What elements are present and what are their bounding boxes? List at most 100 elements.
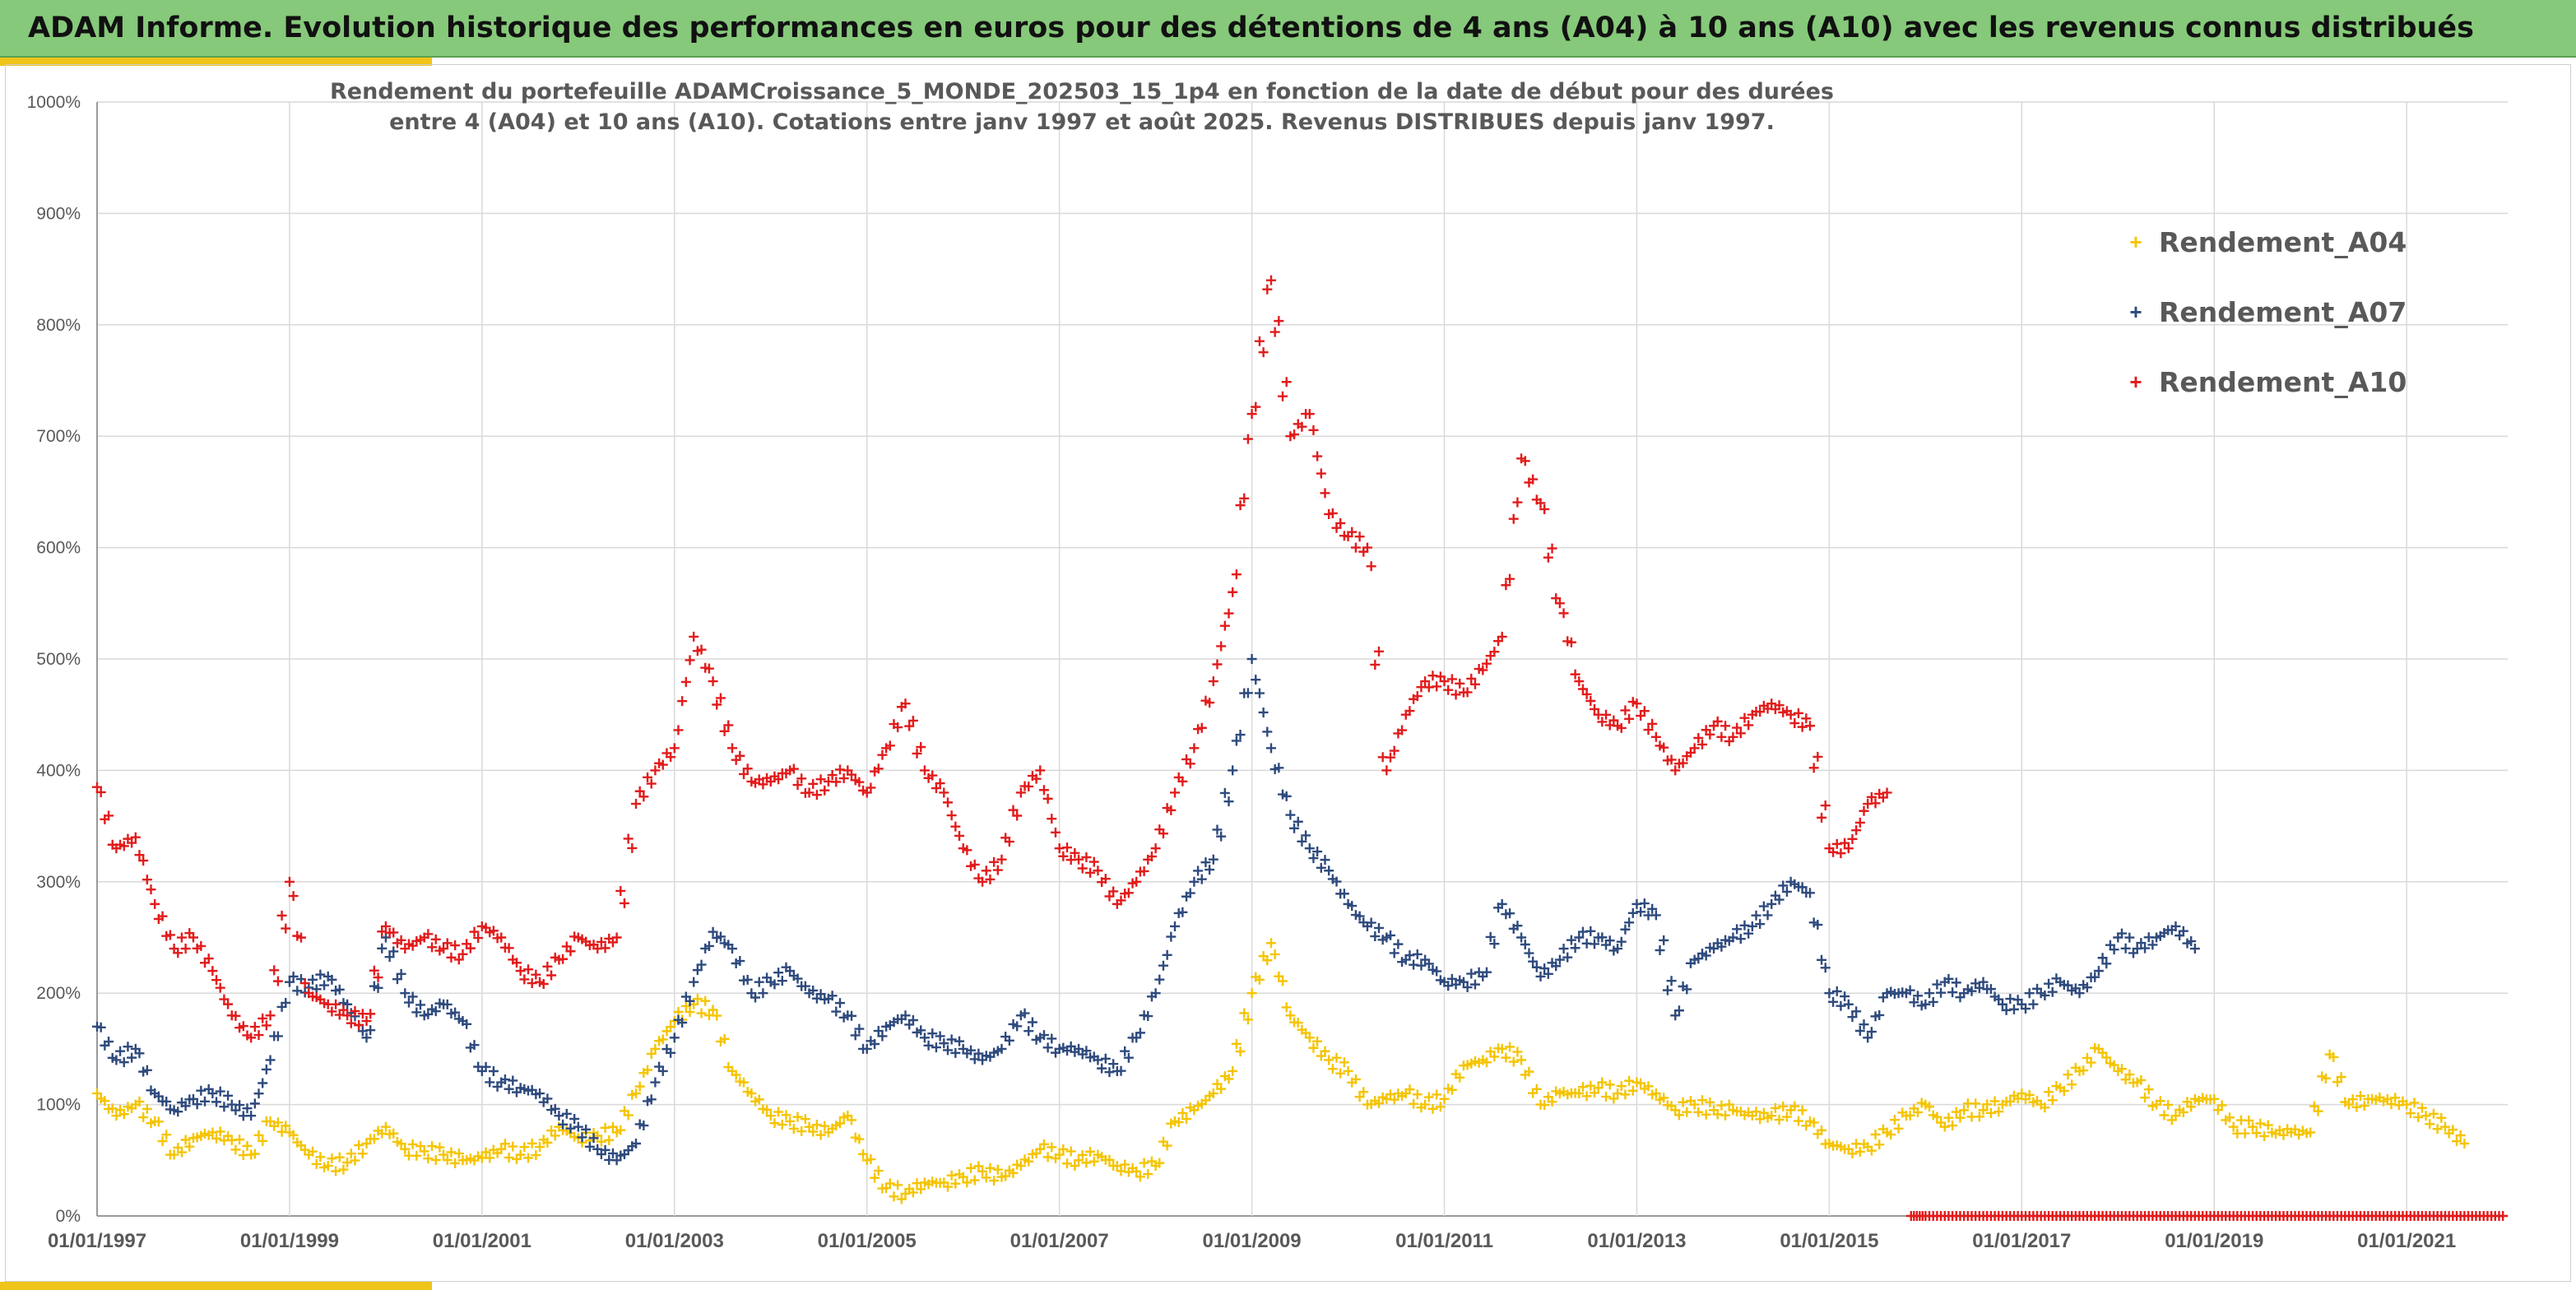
x-tick-label: 01/01/2015 — [1780, 1230, 1878, 1252]
data-point — [1104, 891, 1115, 902]
data-point — [1851, 825, 1862, 836]
data-point — [284, 876, 295, 887]
data-point — [1308, 425, 1319, 435]
data-point — [2024, 988, 2035, 999]
data-point — [2101, 958, 2112, 969]
data-point — [1462, 687, 1473, 698]
data-point — [1196, 874, 1207, 884]
data-point — [969, 859, 980, 870]
data-point — [396, 1139, 406, 1149]
data-point — [758, 988, 768, 999]
data-point — [550, 1130, 560, 1141]
data-point — [485, 1077, 495, 1088]
data-point — [1335, 517, 1346, 528]
data-point — [942, 1045, 953, 1056]
data-point — [623, 1110, 634, 1121]
data-point — [1724, 1099, 1734, 1110]
data-point — [319, 980, 330, 991]
data-point — [669, 743, 680, 754]
data-point — [573, 1121, 583, 1132]
data-point — [631, 799, 642, 810]
data-point — [515, 966, 526, 977]
data-point — [1820, 800, 1831, 811]
data-point — [184, 1141, 195, 1152]
data-point — [288, 1130, 299, 1140]
data-point — [457, 949, 468, 959]
data-point — [1154, 1158, 1165, 1168]
data-point — [1339, 1057, 1349, 1068]
data-point — [504, 1153, 514, 1163]
data-point — [1604, 935, 1615, 946]
data-point — [954, 1036, 965, 1046]
data-point — [1216, 641, 1227, 652]
data-point — [1970, 1098, 1981, 1109]
data-point — [1905, 1110, 1915, 1121]
data-point — [873, 763, 884, 774]
data-point — [161, 1096, 172, 1107]
data-point — [1627, 1085, 1638, 1096]
data-point — [773, 1107, 784, 1117]
data-point — [473, 933, 484, 944]
data-point — [2413, 1111, 2424, 1122]
data-point — [1385, 752, 1396, 763]
data-point — [1131, 876, 1142, 887]
data-point — [1047, 1142, 1057, 1153]
data-point — [1570, 943, 1580, 954]
data-point — [1154, 974, 1165, 985]
data-point — [1831, 986, 1842, 996]
data-point — [292, 986, 303, 996]
data-point — [1847, 833, 1858, 844]
data-point — [1639, 706, 1650, 717]
data-point — [1516, 932, 1527, 943]
data-point — [1231, 1038, 1242, 1049]
data-point — [1446, 674, 1457, 684]
data-point — [242, 1140, 253, 1151]
y-tick-label: 900% — [36, 204, 81, 223]
data-point — [2182, 1097, 2193, 1107]
data-point — [1146, 851, 1157, 862]
data-point — [1789, 1101, 1800, 1111]
data-point — [819, 1121, 830, 1131]
data-point — [1455, 1072, 1465, 1083]
data-point — [230, 1105, 241, 1116]
data-point — [192, 1099, 202, 1110]
data-point — [1535, 498, 1546, 508]
data-point — [565, 946, 576, 957]
data-point — [1528, 474, 1539, 485]
data-point — [354, 1020, 364, 1031]
data-point — [673, 725, 684, 735]
data-point — [765, 1111, 776, 1121]
data-point — [1439, 676, 1450, 687]
data-point — [377, 926, 388, 937]
data-point — [1031, 773, 1042, 784]
data-point — [1524, 1066, 1534, 1077]
data-point — [1528, 956, 1539, 967]
data-point — [2028, 999, 2039, 1009]
data-point — [2328, 1051, 2339, 1062]
data-point — [1758, 901, 1769, 912]
data-point — [1219, 787, 1230, 798]
legend-label-a04: Rendement_A04 — [2159, 225, 2407, 258]
data-point — [954, 830, 965, 841]
data-point — [1613, 1088, 1623, 1099]
data-point — [838, 773, 849, 784]
data-point — [1265, 938, 1276, 949]
data-point — [1242, 1014, 1253, 1025]
data-point — [950, 821, 961, 832]
data-point — [1373, 646, 1384, 657]
data-point — [565, 1123, 576, 1134]
data-point — [1081, 1158, 1092, 1168]
legend-item-a04: + Rendement_A04 — [2119, 225, 2407, 258]
data-point — [1501, 1052, 1511, 1063]
data-point — [1189, 743, 1200, 754]
data-point — [511, 958, 522, 968]
data-point — [2136, 938, 2147, 949]
data-point — [1162, 1140, 1172, 1151]
data-point — [2432, 1124, 2443, 1135]
data-point — [1466, 968, 1477, 979]
data-point — [996, 1043, 1007, 1054]
data-point — [1324, 1055, 1334, 1065]
data-point — [600, 943, 610, 954]
data-point — [1308, 853, 1319, 864]
data-point — [1512, 921, 1523, 931]
